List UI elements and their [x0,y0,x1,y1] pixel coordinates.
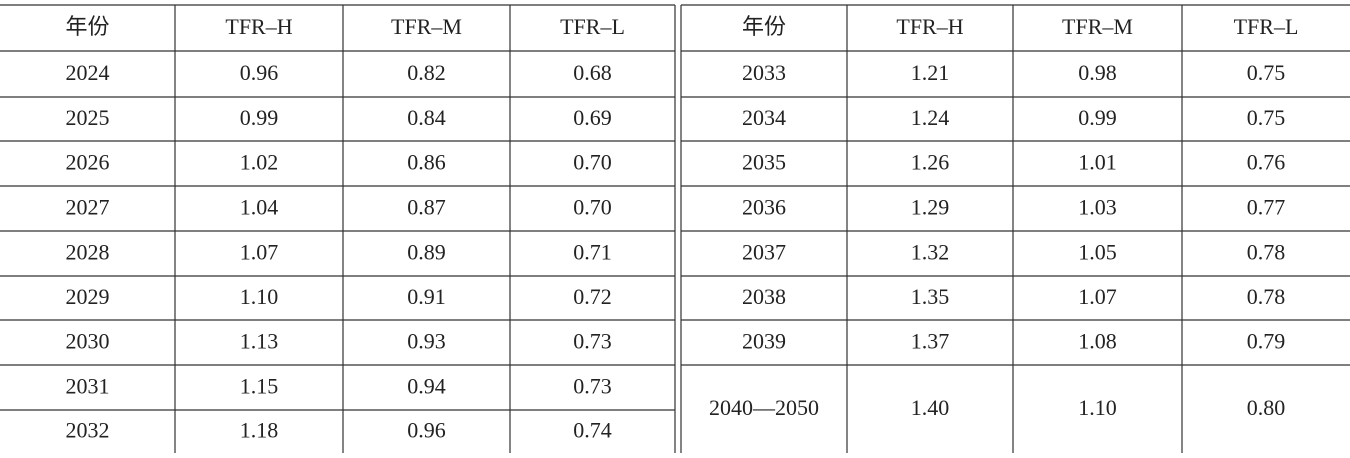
year-cell: 2037 [742,240,786,265]
value-cell: 1.32 [911,240,950,265]
year-cell: 2040—2050 [709,395,819,420]
value-cell: 0.98 [1078,60,1117,85]
value-cell: 0.99 [1078,105,1117,130]
value-cell: 0.93 [407,329,446,354]
value-cell: 1.07 [240,240,279,265]
header-cell: TFR–M [391,14,462,39]
header-cell: 年份 [742,14,786,39]
value-cell: 0.96 [407,418,446,443]
value-cell: 0.71 [573,240,612,265]
value-cell: 0.78 [1247,240,1286,265]
value-cell: 0.70 [573,195,612,220]
value-cell: 1.29 [911,195,950,220]
value-cell: 0.87 [407,195,446,220]
year-cell: 2036 [742,195,786,220]
value-cell: 0.86 [407,150,446,175]
value-cell: 0.75 [1247,60,1286,85]
value-cell: 1.10 [240,284,279,309]
value-cell: 1.10 [1078,395,1117,420]
value-cell: 1.13 [240,329,279,354]
value-cell: 0.79 [1247,329,1286,354]
year-cell: 2028 [66,240,110,265]
header-cell: TFR–L [560,14,625,39]
header-cell: TFR–H [896,14,963,39]
value-cell: 1.02 [240,150,279,175]
value-cell: 0.73 [573,329,612,354]
header-cell: 年份 [65,14,109,39]
year-cell: 2024 [66,60,110,85]
year-cell: 2039 [742,329,786,354]
value-cell: 1.21 [911,60,950,85]
header-cell: TFR–L [1234,14,1299,39]
value-cell: 0.96 [240,60,279,85]
value-cell: 1.01 [1078,150,1117,175]
value-cell: 1.18 [240,418,279,443]
value-cell: 1.03 [1078,195,1117,220]
year-cell: 2025 [66,105,110,130]
value-cell: 0.91 [407,284,446,309]
value-cell: 0.77 [1247,195,1286,220]
header-cell: TFR–H [225,14,292,39]
value-cell: 1.05 [1078,240,1117,265]
year-cell: 2030 [66,329,110,354]
value-cell: 0.80 [1247,395,1286,420]
year-cell: 2027 [66,195,110,220]
value-cell: 0.69 [573,105,612,130]
value-cell: 1.24 [911,105,950,130]
value-cell: 0.73 [573,374,612,399]
value-cell: 1.40 [911,395,950,420]
header-cell: TFR–M [1062,14,1133,39]
value-cell: 0.74 [573,418,612,443]
year-cell: 2033 [742,60,786,85]
value-cell: 0.76 [1247,150,1286,175]
year-cell: 2026 [66,150,110,175]
value-cell: 1.35 [911,284,950,309]
value-cell: 0.78 [1247,284,1286,309]
value-cell: 1.07 [1078,284,1117,309]
value-cell: 1.04 [240,195,279,220]
value-cell: 1.15 [240,374,279,399]
value-cell: 0.68 [573,60,612,85]
year-cell: 2035 [742,150,786,175]
year-cell: 2032 [66,418,110,443]
value-cell: 0.72 [573,284,612,309]
value-cell: 1.37 [911,329,950,354]
year-cell: 2029 [66,284,110,309]
value-cell: 0.99 [240,105,279,130]
value-cell: 0.82 [407,60,446,85]
year-cell: 2034 [742,105,786,130]
value-cell: 0.84 [407,105,446,130]
year-cell: 2038 [742,284,786,309]
value-cell: 1.08 [1078,329,1117,354]
value-cell: 1.26 [911,150,950,175]
value-cell: 0.75 [1247,105,1286,130]
value-cell: 0.70 [573,150,612,175]
year-cell: 2031 [66,374,110,399]
value-cell: 0.89 [407,240,446,265]
value-cell: 0.94 [407,374,446,399]
